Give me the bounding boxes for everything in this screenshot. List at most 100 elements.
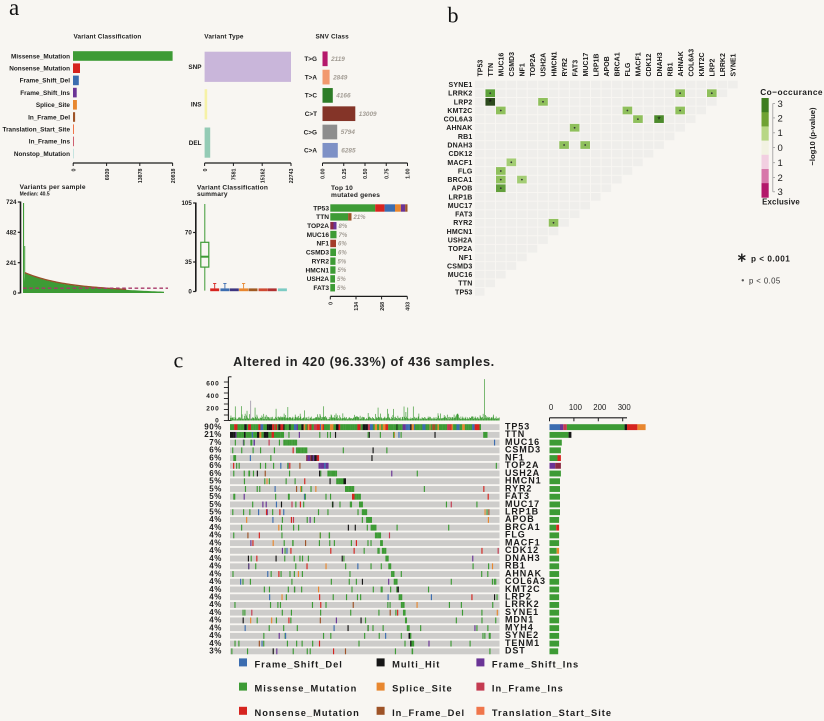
- svg-text:Variant Classification: Variant Classification: [197, 184, 268, 191]
- svg-text:MUC16: MUC16: [448, 272, 473, 279]
- svg-text:HMCN1: HMCN1: [551, 52, 558, 77]
- svg-text:LRP2: LRP2: [710, 59, 717, 77]
- svg-text:CSMD3: CSMD3: [447, 263, 473, 270]
- svg-text:TTN: TTN: [316, 214, 329, 221]
- svg-text:TTN: TTN: [458, 281, 472, 288]
- svg-text:0.75: 0.75: [384, 168, 390, 178]
- svg-text:15162: 15162: [260, 168, 266, 183]
- svg-text:SYNE1: SYNE1: [505, 607, 539, 617]
- svg-text:4%: 4%: [209, 531, 222, 540]
- svg-text:TOP2A: TOP2A: [448, 246, 472, 253]
- svg-text:400: 400: [206, 393, 219, 400]
- svg-text:*: *: [489, 98, 492, 107]
- svg-text:Frame_Shift_Ins: Frame_Shift_Ins: [492, 659, 579, 669]
- svg-text:4%: 4%: [209, 569, 222, 578]
- svg-text:KMT2C: KMT2C: [699, 52, 706, 76]
- svg-text:7%: 7%: [339, 233, 348, 239]
- svg-text:0: 0: [71, 168, 77, 171]
- svg-text:p < 0.05: p < 0.05: [749, 277, 781, 286]
- svg-text:MUC17: MUC17: [448, 203, 473, 210]
- svg-text:TOP2A: TOP2A: [307, 223, 329, 230]
- svg-text:4166: 4166: [335, 93, 351, 100]
- svg-text:5%: 5%: [209, 484, 222, 493]
- svg-text:LRRK2: LRRK2: [720, 53, 727, 76]
- svg-text:1.00: 1.00: [406, 168, 412, 178]
- svg-text:FAT3: FAT3: [455, 212, 472, 219]
- svg-text:5%: 5%: [337, 286, 346, 292]
- svg-text:FLG: FLG: [625, 62, 632, 77]
- svg-text:NF1: NF1: [317, 241, 330, 248]
- svg-text:2: 2: [778, 113, 783, 124]
- svg-text:FAT3: FAT3: [505, 491, 530, 501]
- svg-text:LRRK2: LRRK2: [448, 91, 472, 98]
- svg-text:4%: 4%: [209, 623, 222, 632]
- svg-text:c: c: [174, 348, 184, 373]
- svg-text:LRP1B: LRP1B: [449, 194, 473, 201]
- svg-text:TP53: TP53: [505, 421, 530, 431]
- svg-text:Splice_Site: Splice_Site: [36, 102, 71, 109]
- svg-text:CSMD3: CSMD3: [306, 250, 329, 257]
- svg-text:TOP2A: TOP2A: [530, 53, 537, 76]
- svg-text:200: 200: [206, 406, 219, 413]
- svg-text:Nonsense_Mutation: Nonsense_Mutation: [9, 66, 70, 73]
- svg-text:Nonsense_Mutation: Nonsense_Mutation: [255, 708, 360, 718]
- svg-text:1: 1: [778, 158, 783, 169]
- svg-text:INS: INS: [191, 102, 202, 109]
- svg-text:Co−occurance: Co−occurance: [760, 87, 823, 97]
- svg-text:Multi_Hit: Multi_Hit: [392, 659, 440, 669]
- svg-text:200: 200: [593, 403, 607, 412]
- svg-text:1: 1: [778, 128, 783, 139]
- svg-text:5%: 5%: [209, 492, 222, 501]
- svg-text:Splice_Site: Splice_Site: [392, 684, 453, 694]
- svg-text:mutated genes: mutated genes: [331, 192, 380, 199]
- svg-text:0: 0: [188, 289, 192, 296]
- svg-text:T>C: T>C: [305, 93, 318, 100]
- svg-text:70: 70: [185, 230, 192, 237]
- svg-text:13878: 13878: [138, 168, 144, 183]
- svg-text:In_Frame_Del: In_Frame_Del: [392, 708, 465, 718]
- svg-text:4%: 4%: [209, 515, 222, 524]
- svg-text:Variant Type: Variant Type: [204, 34, 244, 41]
- svg-text:105: 105: [181, 200, 192, 207]
- svg-text:CDK12: CDK12: [449, 151, 473, 158]
- svg-text:RB1: RB1: [458, 134, 473, 141]
- svg-text:APOB: APOB: [505, 514, 535, 524]
- svg-text:4%: 4%: [209, 639, 222, 648]
- svg-text:MYH4: MYH4: [505, 622, 534, 632]
- svg-text:BRCA1: BRCA1: [505, 522, 541, 532]
- svg-text:SNV Class: SNV Class: [316, 34, 350, 41]
- svg-text:HMCN1: HMCN1: [505, 476, 542, 486]
- svg-text:BRCA1: BRCA1: [447, 177, 472, 184]
- svg-text:TP53: TP53: [313, 205, 329, 212]
- svg-text:5%: 5%: [337, 277, 346, 283]
- svg-text:COL6A3: COL6A3: [688, 49, 695, 77]
- svg-text:COL6A3: COL6A3: [505, 576, 546, 586]
- svg-text:6285: 6285: [341, 148, 356, 155]
- svg-text:4%: 4%: [209, 600, 222, 609]
- svg-text:8%: 8%: [339, 224, 348, 230]
- svg-text:KMT2C: KMT2C: [447, 108, 472, 115]
- svg-text:FAT3: FAT3: [572, 60, 579, 77]
- svg-text:TTN: TTN: [488, 63, 495, 77]
- svg-text:summary: summary: [197, 191, 228, 198]
- svg-text:0: 0: [203, 168, 209, 171]
- svg-text:6%: 6%: [209, 453, 222, 462]
- svg-text:SNP: SNP: [188, 64, 202, 71]
- svg-text:AHNAK: AHNAK: [678, 51, 685, 76]
- svg-text:TOP2A: TOP2A: [505, 460, 539, 470]
- svg-text:22743: 22743: [289, 168, 295, 183]
- svg-text:3%: 3%: [209, 647, 222, 656]
- svg-text:SYNE1: SYNE1: [731, 53, 738, 76]
- svg-text:3: 3: [778, 187, 783, 198]
- svg-text:HMCN1: HMCN1: [306, 267, 330, 274]
- svg-text:TP53: TP53: [455, 289, 473, 296]
- svg-text:In_Frame_Ins: In_Frame_Ins: [29, 139, 71, 146]
- svg-text:BRCA1: BRCA1: [615, 52, 622, 76]
- svg-text:DNAH3: DNAH3: [657, 52, 664, 76]
- svg-text:AHNAK: AHNAK: [505, 568, 542, 578]
- svg-text:5%: 5%: [338, 259, 347, 265]
- svg-text:5794: 5794: [341, 129, 356, 136]
- svg-text:In_Frame_Ins: In_Frame_Ins: [492, 684, 564, 694]
- svg-text:0: 0: [215, 418, 219, 425]
- svg-text:T>A: T>A: [305, 74, 318, 81]
